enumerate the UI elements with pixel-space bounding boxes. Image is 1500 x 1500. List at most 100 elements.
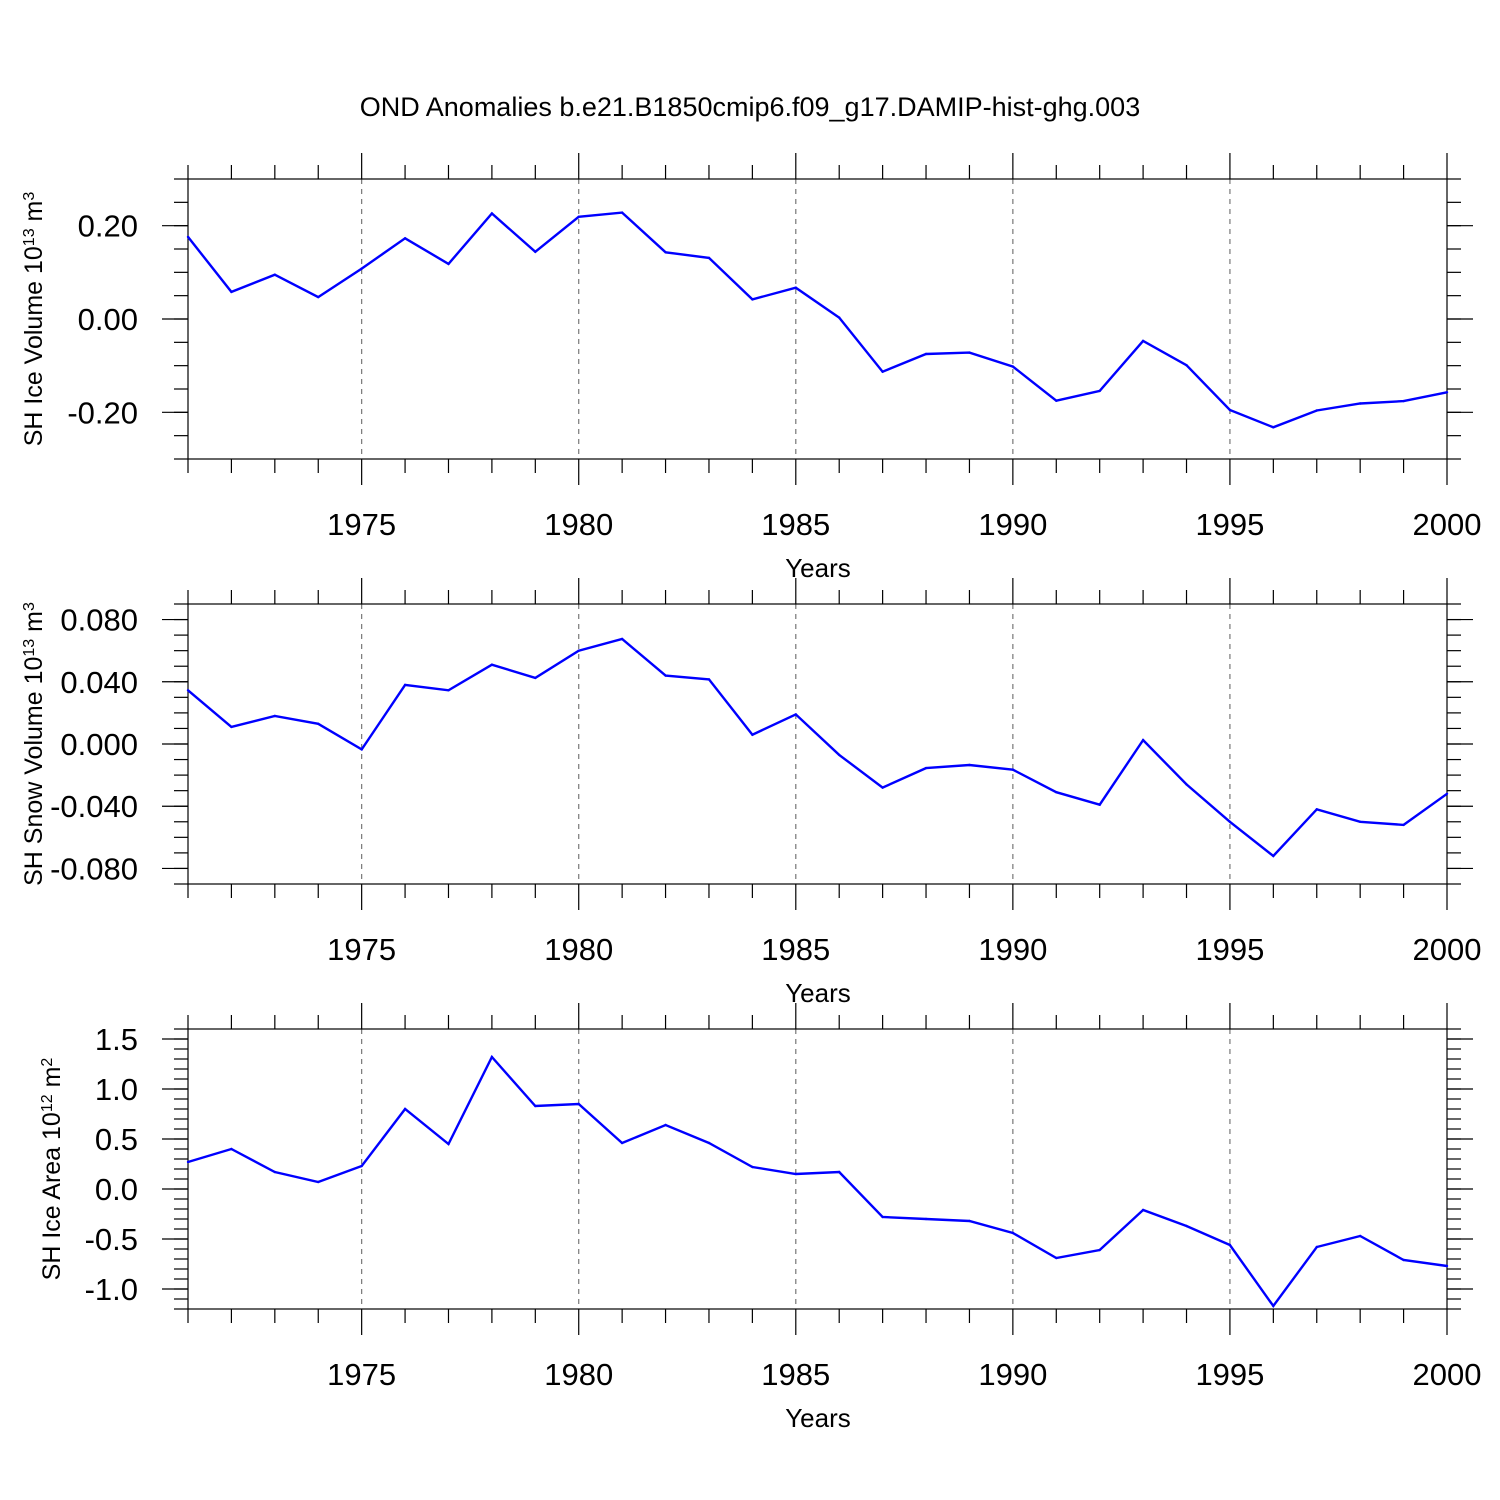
y-axis-label-text: m [38,1067,66,1095]
data-point [230,725,233,729]
data-point [447,1142,450,1146]
data-point [1141,1208,1145,1212]
data-point [751,733,754,736]
data-point [1141,738,1145,742]
y-axis-label-superscript: 2 [39,1058,56,1067]
x-tick-label: 1990 [978,1357,1047,1392]
data-point [1445,792,1449,795]
data-point [838,316,841,319]
data-point [360,1164,363,1168]
data-point [838,753,841,757]
data-point [1228,408,1232,412]
y-tick-label: -0.20 [67,395,138,430]
x-tick-label: 1975 [327,1357,396,1392]
y-axis-label-text: m [20,611,48,639]
data-point [273,1170,276,1174]
y-tick-label: 0.000 [60,727,138,762]
data-point [751,298,754,301]
data-point [794,286,797,289]
y-tick-label: 0.00 [78,302,138,337]
x-tick-label: 1990 [978,507,1047,542]
y-axis-label: SH Ice Area 1012 m2 [38,1058,66,1281]
data-point [534,676,537,680]
data-point [1359,1234,1362,1238]
x-tick-label: 2000 [1413,932,1482,967]
data-point [403,237,407,240]
data-point [1445,391,1449,394]
data-point [1402,1258,1405,1262]
data-point [490,1055,494,1059]
x-tick-label: 1985 [761,1357,830,1392]
data-point [490,663,494,666]
chart-panel-3: 1975 1980 1985 1990 1995 2000 Years -1.0 -0.5 0.0… [38,1003,1481,1433]
data-point [186,235,190,239]
data-point [317,722,320,725]
data-point [707,1141,711,1145]
y-axis-label-superscript: 13 [21,639,38,657]
data-point [273,273,276,276]
data-point [403,1107,407,1111]
x-tick-label: 1995 [1195,932,1264,967]
x-tick-label: 1995 [1195,1357,1264,1392]
y-axis-label: SH Ice Volume 1013 m3 [20,192,48,447]
y-tick-label: -1.0 [85,1272,138,1307]
data-point [1141,339,1145,343]
data-point [1011,768,1015,771]
data-point [186,689,190,692]
y-axis-label-text: SH Ice Area 10 [38,1112,66,1280]
y-axis-label-text: SH Ice Volume 10 [20,246,48,446]
y-axis-label-superscript: 3 [21,602,38,611]
data-point [360,748,363,751]
y-axis-label-text: SH Snow Volume 10 [20,657,48,886]
data-point [1098,1248,1101,1252]
data-point [1228,1243,1232,1247]
data-point [751,1165,754,1169]
data-point [1402,823,1405,827]
y-tick-label: -0.5 [85,1222,138,1257]
data-point [1315,409,1319,412]
data-point [924,766,928,770]
data-point [1315,1245,1319,1249]
data-point [1098,389,1101,393]
x-tick-label: 1975 [327,932,396,967]
data-point [230,290,233,294]
data-point [1185,364,1188,367]
x-tick-label: 1995 [1195,507,1264,542]
data-point [1228,820,1232,823]
data-point [273,714,276,718]
y-tick-label: 0.040 [60,665,138,700]
data-point [1359,820,1362,823]
y-tick-label: 1.0 [95,1072,138,1107]
y-tick-label: 0.0 [95,1172,138,1207]
data-point [838,1170,841,1174]
plot-frame [187,178,1448,460]
x-tick-label: 1980 [544,1357,613,1392]
data-point [1185,783,1188,786]
data-point [1055,1256,1058,1260]
y-axis-label: SH Snow Volume 1013 m3 [20,602,48,886]
data-point [1445,1264,1449,1268]
data-point [1359,402,1362,405]
x-tick-label: 1985 [761,932,830,967]
data-point [230,1147,233,1151]
data-point [534,250,537,253]
data-point [577,1102,580,1106]
data-point [620,211,624,214]
data-point [534,1104,537,1108]
x-tick-label: 1980 [544,932,613,967]
data-point [1055,791,1058,794]
data-point [968,763,971,767]
y-tick-label: 0.080 [60,603,138,638]
data-point [577,215,580,218]
data-point [707,678,711,681]
data-point [620,1141,624,1145]
data-point [1272,1304,1275,1308]
data-point [1315,808,1319,811]
x-axis-label: Years [785,553,851,583]
y-tick-label: 1.5 [95,1022,138,1057]
data-point [317,1180,320,1184]
x-tick-label: 1985 [761,507,830,542]
data-point [1402,399,1405,403]
data-point [1272,854,1275,858]
panels: 1975 1980 1985 1990 1995 2000 Years -0.20 0.00 0.… [20,153,1481,1433]
